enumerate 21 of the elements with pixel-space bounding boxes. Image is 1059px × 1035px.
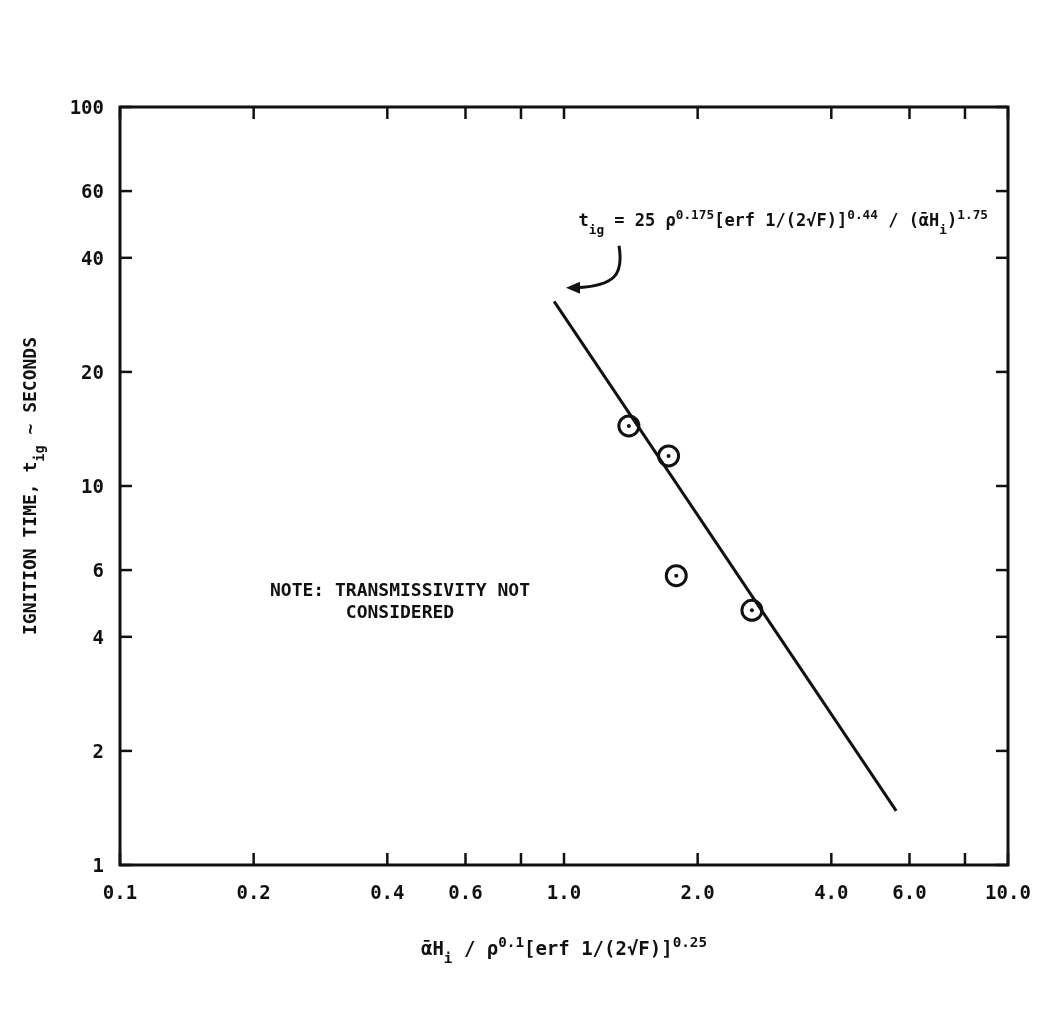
- x-tick-label: 0.4: [370, 881, 405, 903]
- y-tick-label: 20: [81, 360, 104, 383]
- y-tick-label: 100: [69, 96, 104, 118]
- x-tick-label: 4.0: [814, 881, 849, 903]
- y-tick-label: 60: [81, 180, 104, 203]
- x-axis-title: ᾱH$_{i}$ / ρ$^{0.1}$[erf 1/(2√F)]$^{0.25}$: [420, 934, 708, 966]
- y-tick-label: 6: [92, 559, 104, 582]
- y-tick-label: 2: [92, 739, 104, 762]
- x-tick-label: 1.0: [546, 881, 582, 903]
- text: t$_{ig}$ = 25 ρ$^{0.175}$[erf 1/(2√F)]$^{0.44}$ / (ᾱH$_{i}$)$^{1.75}$: [578, 206, 988, 237]
- x-tick-label: 2.0: [680, 881, 715, 903]
- x-tick-label: 0.6: [448, 881, 483, 903]
- y-tick-label: 1: [92, 854, 104, 876]
- x-tick-label: 10.0: [985, 881, 1031, 903]
- y-tick-label: 4: [92, 625, 104, 648]
- x-tick-label: 0.2: [236, 881, 271, 903]
- annotation: NOTE: TRANSMISSIVITY NOT CONSIDERED: [269, 579, 531, 622]
- x-tick-label: 6.0: [892, 881, 927, 903]
- x-tick-label: 0.1: [102, 881, 138, 903]
- y-tick-label: 10: [81, 475, 104, 497]
- y-tick-label: 40: [81, 246, 104, 269]
